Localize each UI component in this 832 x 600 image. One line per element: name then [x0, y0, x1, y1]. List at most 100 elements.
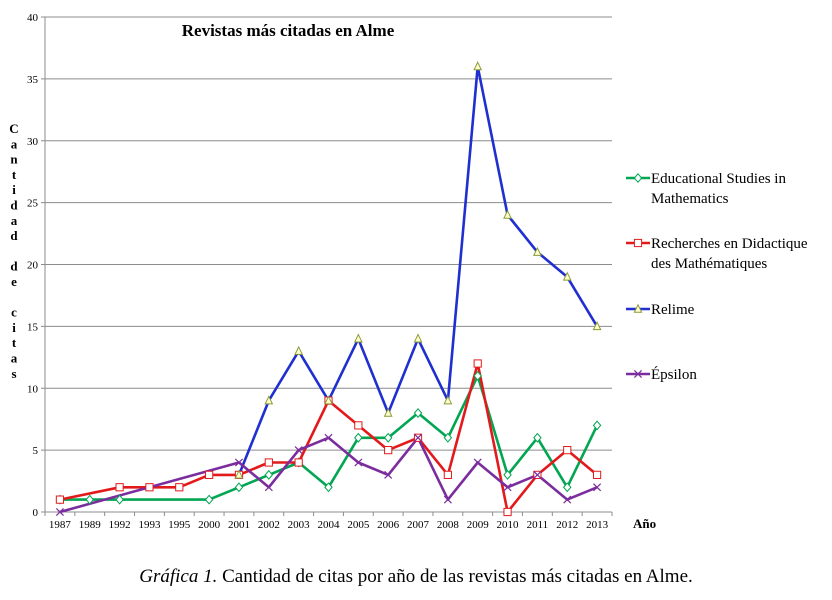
y-axis-label-letter: d: [10, 198, 18, 213]
legend-label: Recherches en Didactique: [651, 236, 808, 252]
data-point: [383, 432, 393, 443]
data-point: [294, 458, 303, 467]
series-line: [59, 362, 598, 514]
data-point: [384, 446, 393, 455]
y-tick-label: 10: [27, 383, 39, 395]
data-point: [593, 483, 602, 492]
x-tick-label: 2006: [377, 519, 400, 531]
data-point: [413, 408, 423, 418]
x-tick-label: 2011: [527, 519, 549, 531]
x-tick-label: 2009: [467, 519, 490, 531]
data-point: [354, 432, 363, 443]
gridlines: [41, 16, 612, 513]
x-tick-label: 2005: [347, 519, 370, 531]
y-tick-label: 25: [27, 198, 39, 210]
data-point: [443, 495, 452, 504]
data-point: [443, 395, 453, 405]
data-point: [503, 507, 512, 517]
data-point: [324, 395, 333, 405]
x-tick-label: 1987: [49, 519, 72, 531]
data-point: [115, 494, 124, 505]
data-point: [532, 246, 542, 256]
data-point: [592, 420, 602, 431]
data-point: [473, 458, 482, 467]
data-point: [324, 433, 333, 442]
x-tick-label: 2010: [497, 519, 520, 531]
legend-item: Educational Studies in Mathematics: [626, 171, 786, 207]
data-point: [473, 61, 483, 71]
x-tick-label: 2001: [228, 519, 250, 531]
y-axis-label-letter: i: [12, 320, 16, 335]
x-tick-label: 1995: [168, 519, 191, 531]
data-point: [563, 495, 572, 504]
data-point: [115, 483, 124, 492]
data-point: [384, 470, 393, 479]
caption-text: Cantidad de citas por año de las revista…: [217, 566, 693, 587]
data-point: [353, 333, 363, 343]
data-point: [294, 446, 303, 455]
data-point: [633, 369, 643, 379]
figure-caption: Gráfica 1. Cantidad de citas por año de …: [0, 566, 832, 588]
y-tick-label: 40: [27, 12, 39, 24]
y-axis-label-letter: t: [12, 335, 17, 350]
legend-item: Recherches en Didactique des Mathématique…: [626, 236, 808, 272]
data-point: [414, 433, 423, 442]
data-point: [592, 321, 602, 331]
legend-label: Relime: [651, 302, 695, 318]
data-point: [563, 446, 572, 455]
data-point: [234, 458, 243, 467]
data-point: [473, 359, 482, 368]
data-point: [503, 469, 512, 480]
legend-label: Mathematics: [651, 191, 729, 207]
data-point: [503, 209, 512, 219]
series-line: [59, 436, 598, 514]
y-axis-label-letter: a: [11, 136, 18, 151]
data-point: [592, 470, 602, 479]
y-axis-label-letter: d: [10, 228, 18, 243]
legend-label: Épsilon: [651, 366, 697, 383]
x-tick-label: 2007: [407, 519, 430, 531]
data-point: [633, 303, 643, 313]
x-tick-label: 2012: [556, 519, 578, 531]
x-tick-label: 2003: [288, 519, 311, 531]
data-point: [562, 271, 572, 281]
x-tick-label: 2000: [198, 519, 221, 531]
data-point: [264, 483, 273, 492]
data-point: [324, 482, 333, 493]
data-point: [354, 421, 363, 430]
x-tick-label: 2013: [586, 519, 609, 531]
y-axis-label-letter: n: [10, 152, 18, 167]
data-point: [533, 432, 542, 443]
axes: [44, 17, 613, 516]
legend-label: Educational Studies in: [651, 171, 786, 187]
data-point: [443, 470, 452, 479]
legend-item: Épsilon: [626, 366, 697, 383]
y-axis-label-letter: a: [11, 351, 18, 366]
series-lines: [59, 65, 599, 514]
y-axis-label-letter: c: [11, 305, 17, 320]
x-tick-label: 1989: [79, 519, 102, 531]
data-point: [234, 469, 244, 479]
data-point: [264, 458, 273, 467]
data-point: [55, 507, 64, 517]
data-point: [562, 482, 572, 493]
x-tick-labels: 1987 1989 1992 1993 1995 2000 2001 2002 2003 2004…: [49, 519, 609, 531]
data-point: [145, 483, 154, 492]
data-point: [354, 458, 363, 467]
data-point: [533, 470, 542, 479]
data-point: [294, 345, 304, 355]
data-point: [503, 483, 512, 492]
y-tick-label: 5: [33, 445, 39, 457]
y-axis-label-letter: s: [11, 366, 16, 381]
chart-title: Revistas más citadas en Alme: [182, 21, 395, 40]
data-point: [55, 495, 65, 504]
y-tick-label: 30: [27, 136, 39, 148]
legend-label: des Mathématiques: [651, 256, 767, 272]
y-tick-label: 35: [27, 74, 39, 86]
data-point: [264, 469, 274, 480]
data-point: [264, 395, 274, 405]
data-point: [204, 494, 214, 505]
x-tick-label: 2002: [258, 519, 280, 531]
y-axis-label-letter: e: [11, 274, 17, 289]
